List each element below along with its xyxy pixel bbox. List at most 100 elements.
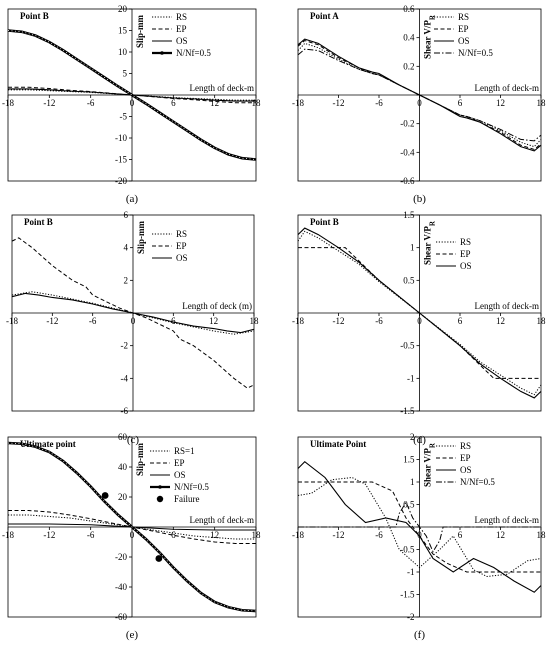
y-tick-label: 0.6	[403, 4, 415, 14]
series-line	[297, 476, 542, 578]
x-tick-label: -12	[43, 98, 55, 108]
legend-entry: Failure	[174, 494, 200, 504]
y-tick-label: -5	[120, 112, 128, 122]
legend-entry: EP	[174, 458, 185, 468]
y-tick-label: -60	[115, 612, 127, 622]
y-tick-label: -10	[115, 133, 127, 143]
y-tick-label: -0.6	[400, 176, 415, 186]
plot-label: Point A	[310, 11, 339, 21]
x-tick-label: -6	[375, 530, 383, 540]
series-line-highlight	[7, 442, 257, 612]
y-tick-label: 0.2	[403, 61, 414, 71]
y-tick-label: 1.5	[403, 455, 415, 465]
y-tick-label: 1	[410, 477, 415, 487]
x-tick-label: -6	[375, 316, 383, 326]
x-tick-label: 18	[537, 98, 547, 108]
x-tick-label: -6	[89, 316, 97, 326]
y-tick-label: 5	[123, 69, 128, 79]
x-tick-label: 6	[171, 316, 176, 326]
failure-point	[155, 555, 163, 562]
x-tick-label: 12	[496, 316, 505, 326]
legend-entry: N/Nf=0.5	[176, 48, 211, 58]
x-tick-label: 0	[131, 316, 136, 326]
x-tick-label: 0	[130, 98, 135, 108]
x-tick-label: -12	[43, 530, 55, 540]
series-line	[298, 481, 541, 573]
panel-a: -18 -12 -6 0 6 12 18 -20 -15 -10 -5 5 10 15 20 Length o…	[2, 4, 261, 205]
x-tick-label: 6	[458, 530, 463, 540]
failure-point	[101, 492, 109, 499]
y-axis-label-subscript: R	[429, 220, 437, 226]
x-tick-label: 6	[171, 98, 176, 108]
y-tick-label: -20	[115, 176, 127, 186]
series-line	[297, 38, 542, 152]
panel-f: -18 -12 -6 0 6 12 18 -2 -1.5 -1 -0.5 0.5 1 1.5 2 Length…	[292, 432, 546, 641]
y-tick-label: 15	[118, 26, 128, 36]
x-tick-label: 0	[417, 316, 422, 326]
x-tick-label: -18	[292, 98, 304, 108]
x-tick-label: 0	[130, 530, 135, 540]
legend-marker	[156, 495, 164, 503]
x-tick-label: -6	[87, 530, 95, 540]
series-line	[11, 292, 255, 334]
y-tick-label: 20	[118, 492, 128, 502]
y-axis-label: Shear V/PR	[423, 14, 437, 59]
legend-marker	[160, 51, 164, 55]
legend-entry: EP	[176, 241, 187, 251]
series-line	[297, 48, 542, 142]
panel-caption: (a)	[126, 193, 139, 205]
x-tick-label: 12	[496, 98, 505, 108]
x-tick-label: 0	[417, 530, 422, 540]
x-tick-label: -12	[333, 316, 345, 326]
y-axis-label: Shear V/PR	[423, 442, 437, 487]
y-tick-label: 2	[410, 432, 415, 442]
legend-entry: N/Nf=0.5	[460, 477, 495, 487]
x-tick-label: 12	[209, 316, 218, 326]
legend-entry: RS	[458, 12, 469, 22]
y-tick-label: -0.2	[400, 119, 414, 129]
x-tick-label: -18	[2, 98, 14, 108]
y-tick-label: -0.5	[400, 545, 415, 555]
y-tick-label: 40	[118, 462, 128, 472]
legend-entry: OS	[176, 253, 188, 263]
series-line	[297, 227, 542, 399]
x-tick-label: 12	[210, 98, 219, 108]
x-tick-label: -6	[375, 98, 383, 108]
plot-label: Ultimate point	[20, 439, 76, 449]
legend-entry: RS	[176, 12, 187, 22]
y-tick-label: -6	[121, 406, 129, 416]
x-tick-label: 6	[458, 98, 463, 108]
x-tick-label: -12	[333, 98, 345, 108]
y-axis-label-subscript: R	[429, 442, 437, 448]
y-tick-label: 1.5	[403, 210, 415, 220]
y-tick-label: -1.5	[400, 590, 415, 600]
legend-entry: RS=1	[174, 446, 195, 456]
y-tick-label: -4	[121, 373, 129, 383]
legend-entry: N/Nf=0.5	[174, 482, 209, 492]
y-tick-label: 20	[118, 4, 128, 14]
plot-label: Point B	[20, 11, 49, 21]
legend-entry: RS	[460, 237, 471, 247]
x-tick-label: -6	[87, 98, 95, 108]
y-tick-label: 2	[124, 275, 129, 285]
panel-d: -18 -12 -6 0 6 12 18 -1.5 -1 -0.5 0.5 1 1.5 Length of…	[292, 210, 546, 446]
x-axis-label: Length of deck-m	[475, 515, 539, 525]
x-axis-label: Length of deck-m	[190, 83, 254, 93]
series-line	[297, 461, 542, 593]
legend-entry: EP	[176, 24, 187, 34]
y-tick-label: -1	[407, 373, 415, 383]
legend-entry: N/Nf=0.5	[458, 48, 493, 58]
x-axis-label: Length of deck-m	[475, 83, 539, 93]
y-tick-label: 60	[118, 432, 128, 442]
x-tick-label: -18	[2, 530, 14, 540]
y-tick-label: -15	[115, 155, 127, 165]
x-tick-label: 18	[537, 530, 547, 540]
legend-marker	[158, 485, 162, 489]
x-tick-label: -12	[333, 530, 345, 540]
plot-label: Point B	[24, 217, 53, 227]
x-axis-label: Length of deck-m	[190, 515, 254, 525]
y-tick-label: -20	[115, 552, 127, 562]
y-axis-label: Slip-mm	[135, 15, 145, 49]
x-tick-label: 12	[210, 530, 219, 540]
y-tick-label: -40	[115, 582, 127, 592]
